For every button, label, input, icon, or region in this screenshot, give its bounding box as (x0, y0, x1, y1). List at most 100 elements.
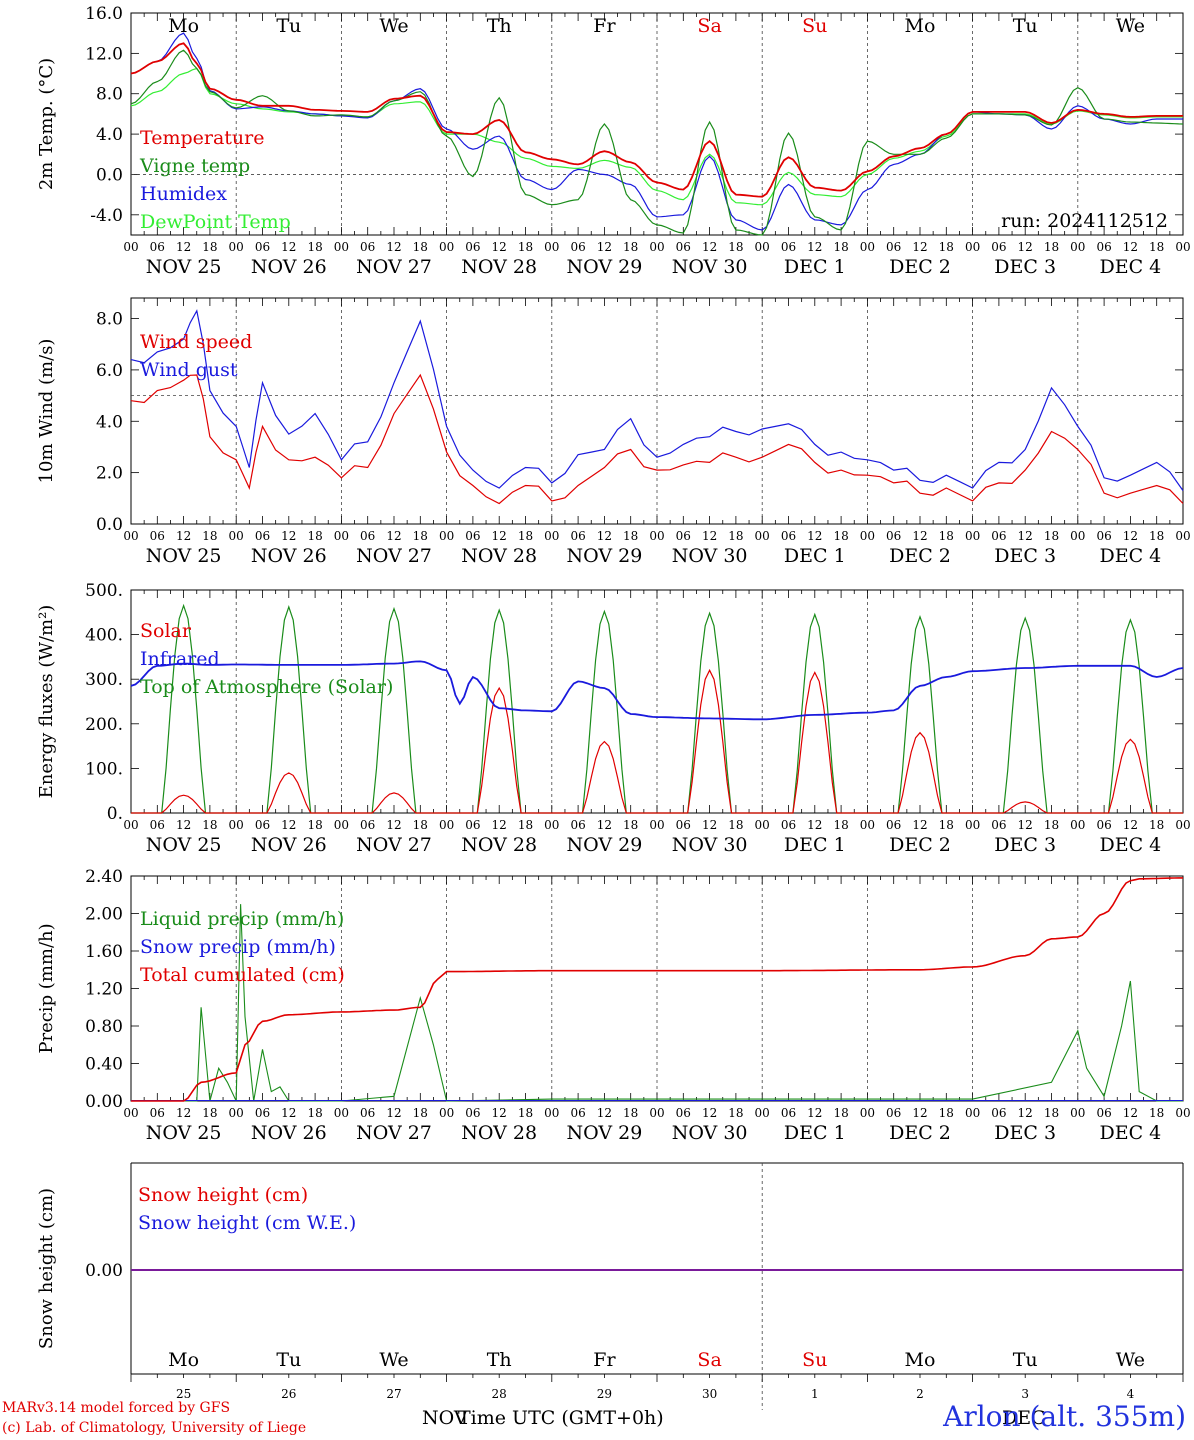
y-tick-label: 2.00 (85, 905, 123, 925)
day-number-label: 27 (386, 1387, 401, 1401)
day-number-label: 2 (916, 1387, 924, 1401)
hour-tick-label: 12 (281, 818, 296, 832)
hour-tick-label: 06 (360, 818, 375, 832)
y-tick-label: 300. (85, 670, 123, 690)
hour-tick-label: 00 (439, 1106, 454, 1120)
hour-tick-label: 06 (465, 818, 480, 832)
hour-tick-label: 00 (229, 818, 244, 832)
y-tick-label: -4.0 (90, 206, 123, 226)
date-label: DEC 1 (784, 256, 846, 278)
date-label: NOV 29 (566, 545, 642, 567)
date-label: NOV 28 (461, 545, 537, 567)
date-label: NOV 27 (356, 834, 432, 856)
hour-tick-label: 18 (939, 818, 954, 832)
day-number-label: 25 (176, 1387, 191, 1401)
hour-tick-label: 00 (334, 240, 349, 254)
hour-tick-label: 00 (965, 240, 980, 254)
hour-tick-label: 12 (492, 240, 507, 254)
hour-tick-label: 06 (360, 529, 375, 543)
weekday-label: Su (802, 15, 827, 37)
hour-tick-label: 12 (386, 1106, 401, 1120)
hour-tick-label: 12 (386, 529, 401, 543)
weekday-label: Fr (593, 15, 616, 37)
hour-tick-label: 06 (781, 529, 796, 543)
date-label: NOV 25 (146, 545, 222, 567)
weekday-label: Th (487, 15, 512, 37)
date-label: NOV 27 (356, 545, 432, 567)
hour-tick-label: 12 (1123, 529, 1138, 543)
hour-tick-label: 06 (991, 818, 1006, 832)
hour-tick-label: 06 (991, 529, 1006, 543)
hour-tick-label: 12 (1123, 240, 1138, 254)
hour-tick-label: 18 (1149, 240, 1164, 254)
day-number-label: 4 (1127, 1387, 1135, 1401)
hour-tick-label: 00 (755, 240, 770, 254)
hour-tick-label: 00 (123, 1106, 138, 1120)
hour-tick-label: 18 (623, 1106, 638, 1120)
y-tick-label: 200. (85, 715, 123, 735)
legend-entry: Top of Atmosphere (Solar) (140, 676, 393, 698)
y-tick-label: 4.0 (96, 125, 123, 145)
station-name: Arlon (alt. 355m) (943, 1400, 1186, 1433)
hour-tick-label: 00 (439, 818, 454, 832)
day-number-label: 3 (1021, 1387, 1029, 1401)
y-tick-label: 2.40 (85, 867, 123, 887)
series-line (130, 373, 1184, 505)
credit-line-2: (c) Lab. of Climatology, University of L… (2, 1420, 307, 1436)
hour-tick-label: 18 (939, 529, 954, 543)
date-label: DEC 4 (1100, 834, 1162, 856)
hour-tick-label: 06 (360, 240, 375, 254)
hour-tick-label: 12 (281, 240, 296, 254)
series-line (130, 67, 1183, 206)
hour-tick-label: 00 (1175, 818, 1190, 832)
date-label: NOV 29 (566, 834, 642, 856)
legend-entry: Temperature (140, 127, 264, 149)
hour-tick-label: 18 (833, 240, 848, 254)
hour-tick-label: 06 (150, 818, 165, 832)
date-label: NOV 30 (672, 256, 748, 278)
hour-tick-label: 18 (623, 529, 638, 543)
date-label: DEC 1 (784, 1122, 846, 1144)
y-axis-label: 10m Wind (m/s) (36, 339, 57, 484)
hour-tick-label: 00 (544, 818, 559, 832)
day-number-label: 26 (281, 1387, 296, 1401)
y-tick-label: 1.20 (85, 980, 123, 1000)
hour-tick-label: 00 (1070, 240, 1085, 254)
hour-tick-label: 18 (728, 240, 743, 254)
hour-tick-label: 00 (439, 529, 454, 543)
hour-tick-label: 12 (1018, 240, 1033, 254)
hour-tick-label: 06 (781, 818, 796, 832)
hour-tick-label: 18 (202, 818, 217, 832)
day-number-label: 28 (492, 1387, 507, 1401)
hour-tick-label: 00 (755, 529, 770, 543)
hour-tick-label: 00 (1070, 529, 1085, 543)
hour-tick-label: 12 (702, 1106, 717, 1120)
date-label: DEC 1 (784, 545, 846, 567)
date-label: NOV 27 (356, 1122, 432, 1144)
weekday-label: Th (487, 1349, 512, 1371)
panel-frame-3 (130, 589, 1184, 814)
series-line (130, 309, 1184, 491)
hour-tick-label: 18 (623, 240, 638, 254)
series-line (130, 660, 1184, 721)
hour-tick-label: 06 (1096, 240, 1111, 254)
hour-tick-label: 06 (676, 529, 691, 543)
y-tick-label: 8.0 (96, 85, 123, 105)
month-label-nov: NOV (422, 1407, 468, 1429)
legend-entry: Solar (140, 620, 192, 642)
hour-tick-label: 00 (649, 240, 664, 254)
hour-tick-label: 00 (544, 1106, 559, 1120)
hour-tick-label: 06 (255, 240, 270, 254)
legend-entry: Humidex (140, 183, 227, 205)
legend-entry: Liquid precip (mm/h) (140, 908, 344, 930)
hour-tick-label: 18 (623, 818, 638, 832)
hour-tick-label: 06 (570, 529, 585, 543)
hour-tick-label: 06 (150, 240, 165, 254)
date-label: NOV 28 (461, 1122, 537, 1144)
weekday-label: We (1116, 15, 1145, 37)
series-line (131, 603, 1183, 814)
hour-tick-label: 18 (518, 529, 533, 543)
hour-tick-label: 12 (176, 1106, 191, 1120)
month-label-dec: DEC (1002, 1407, 1046, 1429)
weekday-label: Sa (697, 15, 721, 37)
